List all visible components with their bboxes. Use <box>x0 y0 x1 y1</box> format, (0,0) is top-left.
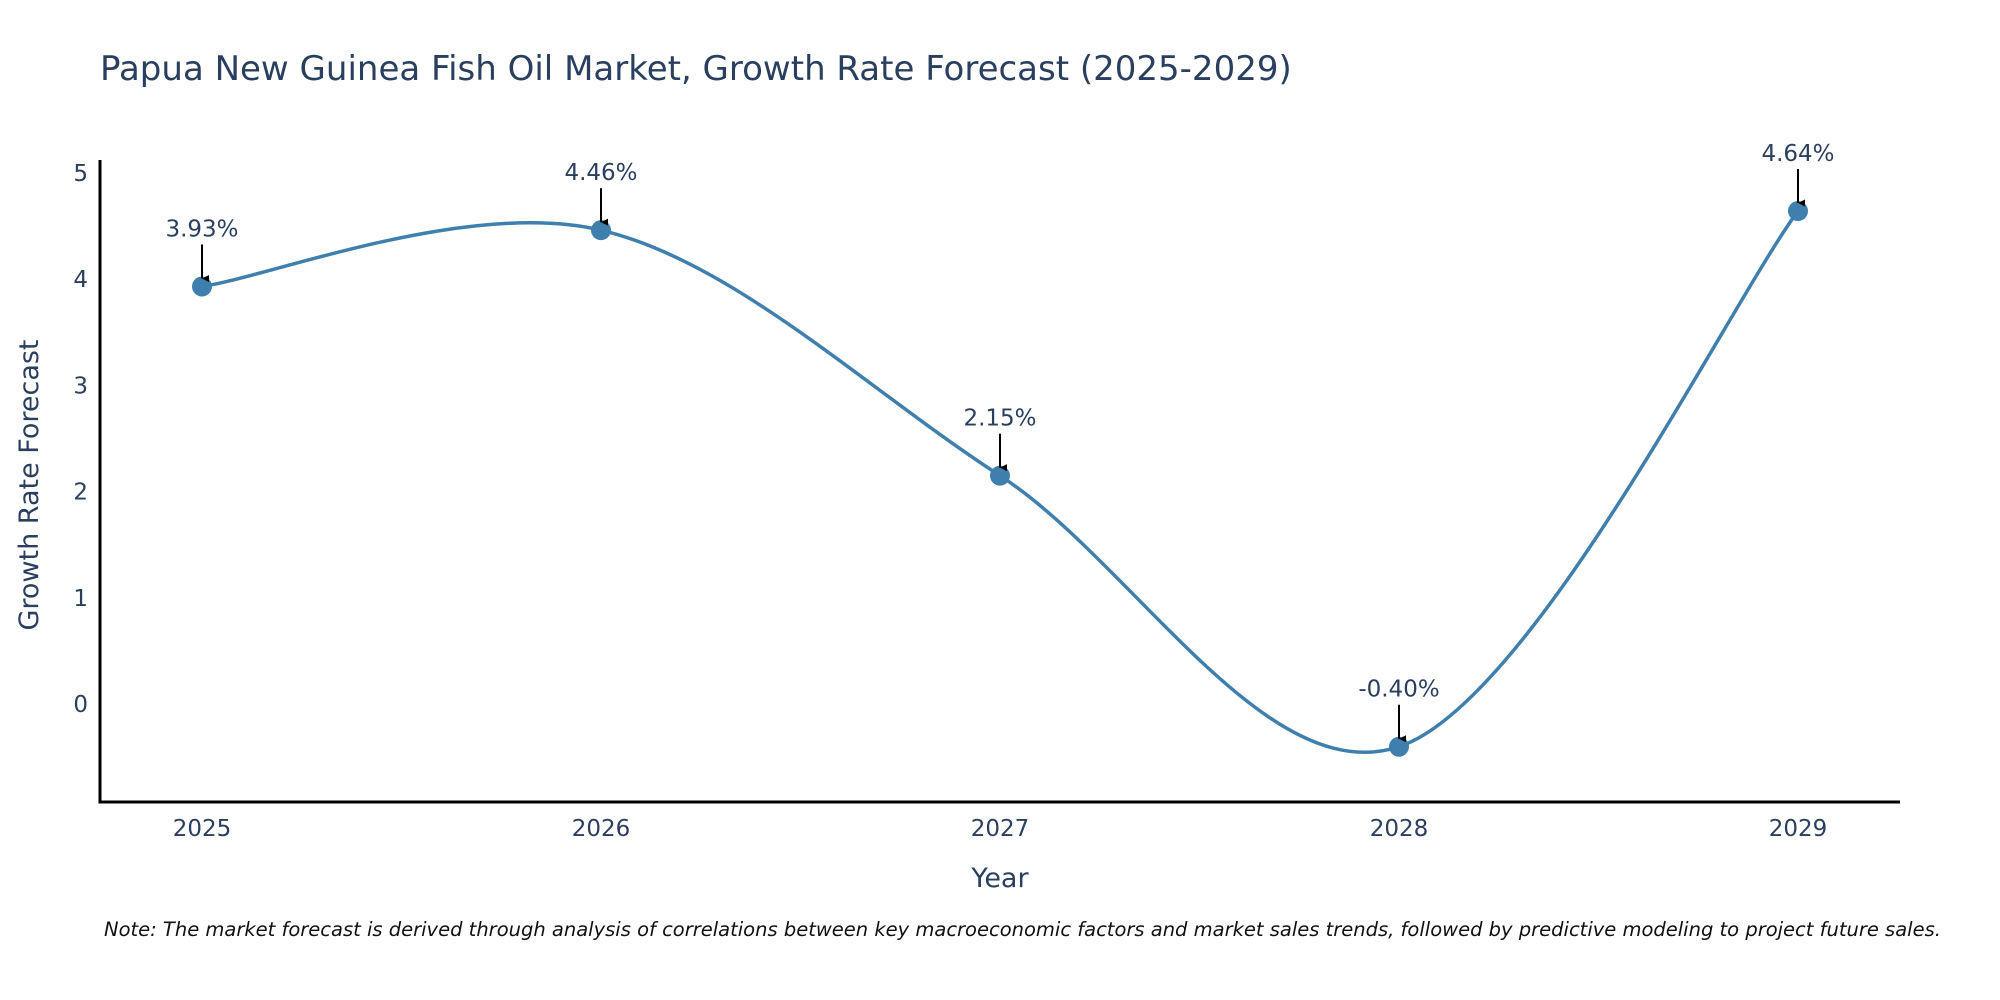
data-label: 3.93% <box>165 216 238 242</box>
y-tick-label: 0 <box>73 692 88 718</box>
y-tick-label: 5 <box>73 161 88 187</box>
x-tick-label: 2028 <box>1370 816 1429 842</box>
y-tick-label: 2 <box>73 480 88 506</box>
y-tick-label: 3 <box>73 373 88 399</box>
plot-area: 0 1 2 3 4 5 2025 2026 2027 2028 2029 3.93% 4.46% 2.15… <box>73 141 1900 842</box>
y-axis-title: Growth Rate Forecast <box>14 339 45 630</box>
x-tick-label: 2027 <box>971 816 1030 842</box>
footnote: Note: The market forecast is derived thr… <box>104 918 1941 941</box>
data-label: 4.46% <box>564 160 637 186</box>
chart-title: Papua New Guinea Fish Oil Market, Growth… <box>100 49 1292 89</box>
data-point <box>1788 201 1808 222</box>
x-axis-title: Year <box>970 863 1029 894</box>
data-point <box>990 465 1010 486</box>
x-tick-label: 2029 <box>1769 816 1828 842</box>
y-tick-label: 1 <box>73 586 88 612</box>
x-tick-label: 2025 <box>173 816 232 842</box>
data-point <box>1389 736 1409 757</box>
data-label: 4.64% <box>1761 141 1834 167</box>
data-label: 2.15% <box>963 406 1036 432</box>
series-line <box>201 209 1800 755</box>
data-label: -0.40% <box>1358 677 1439 703</box>
y-tick-label: 4 <box>73 267 88 293</box>
data-point <box>192 276 212 297</box>
x-tick-label: 2026 <box>572 816 631 842</box>
data-point <box>591 220 611 241</box>
